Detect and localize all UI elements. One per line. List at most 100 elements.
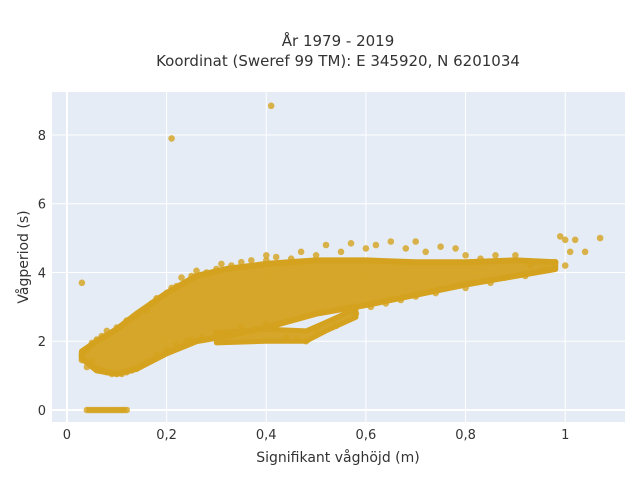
data-point (173, 282, 180, 290)
data-point (238, 324, 245, 331)
y-tick-label: 4 (38, 266, 46, 281)
data-point (337, 248, 345, 256)
data-point (223, 329, 230, 336)
data-point (561, 262, 569, 269)
data-points (78, 102, 604, 414)
data-point (133, 365, 140, 373)
data-point (263, 320, 270, 328)
data-point (462, 284, 469, 292)
x-axis-title: Signifikant våghöjd (m) (256, 449, 419, 466)
data-point (93, 365, 101, 373)
y-tick-label: 6 (38, 198, 46, 213)
data-point (422, 248, 430, 256)
data-point (263, 252, 270, 259)
data-point (596, 234, 604, 242)
data-point (322, 241, 330, 249)
tick-labels: 0 0,2 0,4 0,6 0,8 1 0 2 4 6 8 (38, 129, 570, 443)
data-point (173, 341, 180, 349)
data-point (108, 370, 116, 378)
data-point (312, 252, 320, 259)
x-tick-label: 0,2 (156, 428, 177, 443)
data-point (272, 322, 280, 330)
data-point (252, 325, 260, 333)
data-point (292, 336, 300, 343)
data-point (267, 102, 275, 110)
data-point (103, 368, 111, 376)
data-point (332, 322, 340, 330)
data-point (213, 329, 220, 336)
data-point (78, 351, 86, 358)
data-point (263, 257, 270, 264)
data-point (302, 337, 310, 345)
data-point (492, 252, 499, 259)
data-point (143, 358, 150, 366)
data-point (188, 272, 195, 280)
data-point (113, 324, 121, 331)
data-point (128, 367, 135, 374)
x-tick-label: 0,8 (455, 428, 476, 443)
data-point (83, 363, 91, 371)
data-point (556, 233, 564, 240)
data-point (168, 135, 175, 142)
data-point (153, 295, 160, 302)
data-point (347, 240, 355, 247)
data-point (123, 406, 130, 414)
plot-background (52, 92, 625, 422)
data-point (542, 265, 549, 273)
data-point (178, 274, 185, 281)
data-point (123, 317, 130, 324)
data-point (163, 289, 170, 297)
y-tick-label: 0 (38, 404, 46, 419)
data-point (213, 265, 220, 273)
data-point (581, 248, 589, 256)
data-point (452, 245, 459, 252)
data-point (551, 258, 559, 266)
data-point (527, 262, 534, 269)
data-point (93, 336, 101, 343)
data-point (248, 257, 255, 264)
data-point (462, 252, 469, 259)
data-point (372, 241, 380, 249)
data-point (98, 332, 106, 340)
data-point (387, 238, 395, 245)
data-point (133, 312, 140, 319)
data-point (88, 339, 96, 347)
x-tick-label: 1 (561, 428, 569, 443)
data-point (571, 236, 579, 244)
data-point (352, 310, 360, 318)
data-point (78, 279, 86, 287)
data-point (487, 279, 494, 287)
data-point (193, 267, 200, 275)
data-point (238, 258, 245, 266)
data-point (367, 303, 375, 311)
data-point (566, 248, 574, 256)
data-point (153, 351, 160, 359)
data-point (282, 334, 290, 342)
dense-band-arm (213, 306, 359, 346)
data-point (412, 293, 420, 300)
y-tick-label: 2 (38, 335, 46, 350)
data-point (362, 245, 370, 252)
data-point (203, 269, 210, 276)
data-point (143, 307, 150, 314)
x-tick-label: 0,6 (356, 428, 377, 443)
data-point (98, 367, 106, 374)
data-point (561, 236, 569, 244)
data-point (168, 284, 175, 292)
data-point (113, 370, 121, 378)
data-point (218, 260, 225, 268)
y-axis-title: Vågperiod (s) (15, 210, 32, 303)
data-point (432, 289, 440, 297)
data-point (502, 274, 509, 281)
data-point (78, 356, 86, 364)
x-tick-label: 0,4 (256, 428, 277, 443)
data-point (287, 255, 295, 262)
data-point (437, 243, 444, 250)
data-point (188, 336, 195, 343)
data-point (123, 368, 130, 376)
data-point (272, 253, 280, 261)
x-tick-label: 0 (63, 428, 71, 443)
data-point (163, 346, 170, 354)
data-point (382, 300, 390, 307)
